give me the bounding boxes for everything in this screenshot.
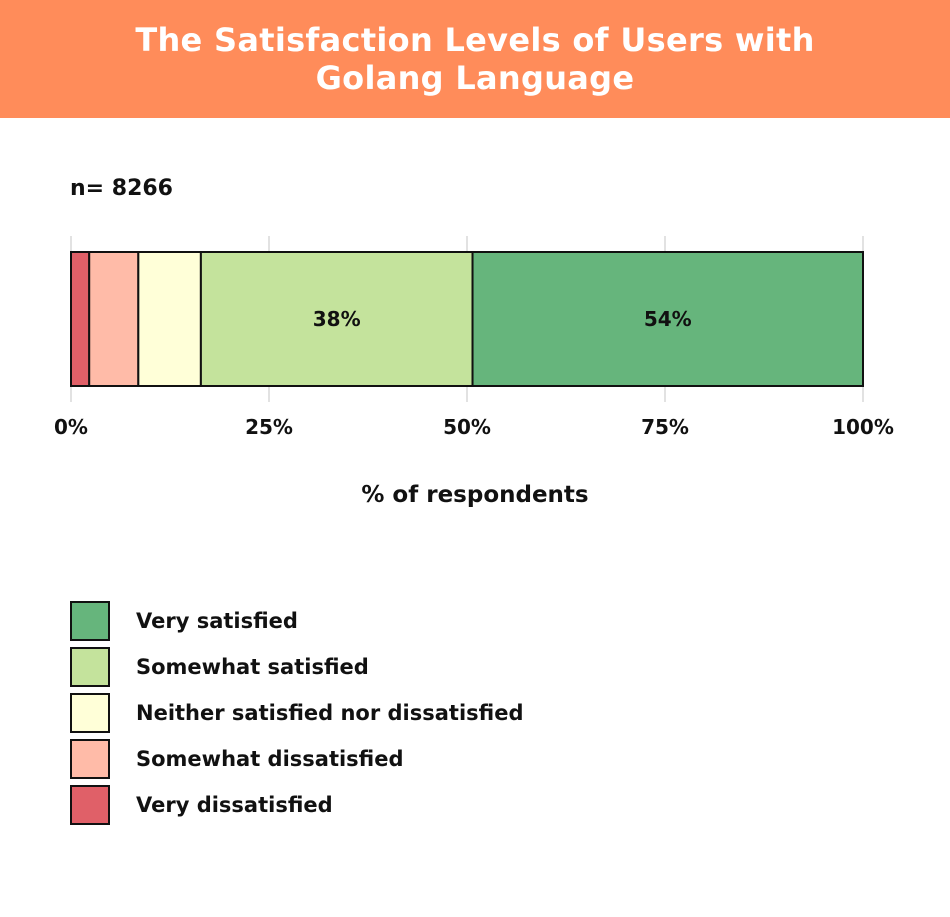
- stacked-bar-chart: 38% 54% 0% 25% 50% 75% 100%: [54, 236, 894, 439]
- bar-segment: [471, 251, 864, 387]
- chart-header: The Satisfaction Levels of Users with Go…: [0, 0, 950, 118]
- legend-swatch: [70, 739, 110, 779]
- legend-swatch: [70, 693, 110, 733]
- data-label: 38%: [313, 307, 361, 331]
- sample-size-label: n= 8266: [70, 176, 173, 201]
- legend: Very satisfied Somewhat satisfied Neithe…: [70, 598, 524, 828]
- legend-swatch: [70, 601, 110, 641]
- legend-item: Very dissatisfied: [70, 782, 524, 828]
- x-axis-title: % of respondents: [361, 482, 589, 508]
- bar-segment: [137, 251, 202, 387]
- legend-label: Somewhat dissatisfied: [136, 747, 404, 771]
- legend-item: Somewhat dissatisfied: [70, 736, 524, 782]
- legend-swatch: [70, 785, 110, 825]
- x-tick-label: 25%: [245, 415, 293, 439]
- legend-item: Very satisfied: [70, 598, 524, 644]
- legend-item: Neither satisfied nor dissatisfied: [70, 690, 524, 736]
- bar-segment: [199, 251, 474, 387]
- legend-item: Somewhat satisfied: [70, 644, 524, 690]
- chart-title-line-2: Golang Language: [315, 59, 635, 97]
- legend-label: Somewhat satisfied: [136, 655, 369, 679]
- bar-segment: [70, 251, 91, 387]
- legend-label: Very satisfied: [136, 609, 298, 633]
- legend-label: Very dissatisfied: [136, 793, 333, 817]
- x-tick-label: 100%: [832, 415, 894, 439]
- x-tick-label: 75%: [641, 415, 689, 439]
- data-label: 54%: [644, 307, 692, 331]
- legend-label: Neither satisfied nor dissatisfied: [136, 701, 524, 725]
- bar-segment: [88, 251, 140, 387]
- x-tick-label: 50%: [443, 415, 491, 439]
- legend-swatch: [70, 647, 110, 687]
- x-tick-label: 0%: [54, 415, 88, 439]
- chart-title-line-1: The Satisfaction Levels of Users with: [135, 21, 815, 59]
